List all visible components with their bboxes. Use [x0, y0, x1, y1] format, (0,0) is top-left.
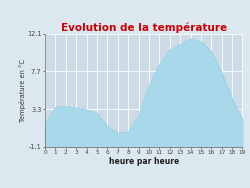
Title: Evolution de la température: Evolution de la température: [61, 23, 227, 33]
Y-axis label: Température en °C: Température en °C: [18, 59, 26, 122]
X-axis label: heure par heure: heure par heure: [108, 156, 179, 165]
